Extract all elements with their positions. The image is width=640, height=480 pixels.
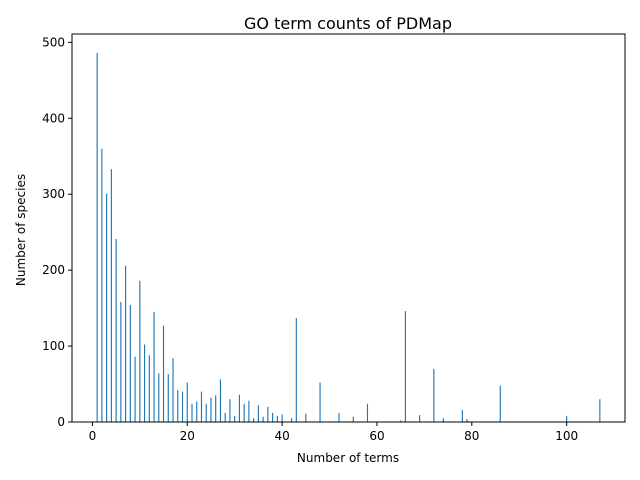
bar-18 xyxy=(177,390,179,422)
y-axis-ticks: 0 100 200 300 400 500 xyxy=(42,35,72,429)
bar-65 xyxy=(400,420,402,422)
bar-4 xyxy=(110,169,112,422)
x-tick-label-80: 80 xyxy=(464,429,479,443)
bar-24 xyxy=(205,403,207,422)
plot-frame xyxy=(71,33,626,423)
bar-43 xyxy=(295,317,297,422)
bar-52 xyxy=(338,412,340,422)
x-axis-label: Number of terms xyxy=(297,451,399,465)
bar-25 xyxy=(210,397,212,422)
x-tick-label-40: 40 xyxy=(274,429,289,443)
bar-33 xyxy=(248,400,250,422)
bar-45 xyxy=(305,413,307,422)
bar-9 xyxy=(134,356,136,422)
bar-66 xyxy=(404,311,406,422)
bar-28 xyxy=(224,412,226,422)
bar-30 xyxy=(234,415,236,422)
x-tick-label-0: 0 xyxy=(89,429,97,443)
bar-34 xyxy=(253,418,255,422)
bar-79 xyxy=(466,418,468,422)
bars-group xyxy=(96,52,601,422)
bar-31 xyxy=(238,394,240,422)
bar-11 xyxy=(143,344,146,422)
chart-title: GO term counts of PDMap xyxy=(244,14,452,33)
bar-39 xyxy=(276,415,278,422)
x-tick-label-100: 100 xyxy=(555,429,578,443)
bar-58 xyxy=(366,403,369,422)
bar-32 xyxy=(243,403,245,422)
y-tick-label-200: 200 xyxy=(42,263,65,277)
bar-15 xyxy=(162,325,165,422)
y-tick-label-500: 500 xyxy=(42,35,65,49)
bar-35 xyxy=(257,405,259,422)
bar-7 xyxy=(125,265,127,422)
y-tick-label-400: 400 xyxy=(42,111,65,125)
bar-36 xyxy=(262,416,264,422)
bar-22 xyxy=(196,401,198,422)
bar-13 xyxy=(153,311,155,422)
x-tick-label-20: 20 xyxy=(180,429,195,443)
y-tick-label-0: 0 xyxy=(57,415,65,429)
bar-19 xyxy=(181,391,184,422)
bar-69 xyxy=(419,415,421,422)
bar-86 xyxy=(499,385,501,422)
bar-12 xyxy=(148,355,150,422)
bar-8 xyxy=(129,305,131,422)
x-axis-ticks: 0 20 40 60 80 100 xyxy=(89,422,578,443)
bar-29 xyxy=(229,399,231,422)
bar-2 xyxy=(101,148,103,422)
bar-37 xyxy=(267,406,269,422)
y-tick-label-100: 100 xyxy=(42,339,65,353)
bar-38 xyxy=(272,412,274,422)
bar-74 xyxy=(442,418,444,422)
bar-26 xyxy=(215,395,217,422)
bar-55 xyxy=(352,416,354,422)
bar-3 xyxy=(106,193,108,422)
bar-78 xyxy=(461,409,463,422)
bar-16 xyxy=(167,374,169,422)
bar-5 xyxy=(115,239,117,422)
bar-21 xyxy=(191,403,193,422)
bar-14 xyxy=(158,373,160,422)
bar-23 xyxy=(200,391,203,422)
bar-20 xyxy=(186,382,188,422)
bar-6 xyxy=(120,302,122,422)
bar-10 xyxy=(139,280,141,422)
bar-100 xyxy=(566,415,568,422)
bar-48 xyxy=(319,382,321,422)
bar-107 xyxy=(599,399,601,422)
y-axis-label: Number of species xyxy=(14,174,28,286)
y-tick-label-300: 300 xyxy=(42,187,65,201)
bar-42 xyxy=(291,418,293,422)
bar-1 xyxy=(96,52,98,422)
bar-72 xyxy=(433,368,435,422)
bar-40 xyxy=(281,414,283,422)
bar-17 xyxy=(172,358,174,422)
x-tick-label-60: 60 xyxy=(369,429,384,443)
bar-27 xyxy=(219,379,222,422)
